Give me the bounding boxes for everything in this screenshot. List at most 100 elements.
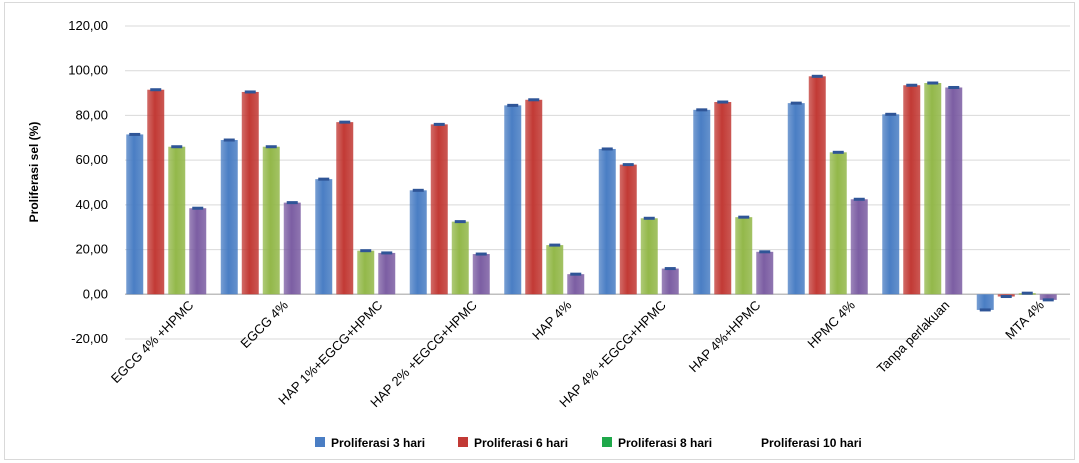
error-bar (129, 132, 141, 136)
x-tick-label: MTA 4% (1002, 297, 1047, 342)
bar (147, 89, 165, 295)
error-bar (906, 83, 918, 87)
y-tick-label: 60,00 (75, 152, 108, 167)
error-bar (381, 251, 393, 255)
y-tick-label: 100,00 (68, 63, 108, 78)
y-tick-label: -20,00 (71, 331, 108, 346)
bar (262, 146, 280, 295)
error-bar (696, 108, 708, 112)
bar (829, 152, 847, 295)
error-bar (339, 120, 351, 124)
legend-swatch (602, 437, 612, 447)
error-bar (454, 220, 466, 224)
error-bar (475, 252, 487, 256)
legend-swatch (315, 437, 325, 447)
x-tick-label: HPMC 4% (804, 297, 858, 351)
y-tick-label: 120,00 (68, 18, 108, 33)
bar (357, 250, 375, 295)
error-bar (1021, 291, 1033, 295)
y-tick-label: 20,00 (75, 242, 108, 257)
bar (598, 148, 616, 295)
x-tick-label: HAP 1%+EGCG+HPMC (275, 298, 385, 408)
x-tick-label: HAP 4%+HPMC (686, 298, 764, 376)
legend-swatch (745, 437, 755, 447)
error-bar (643, 216, 655, 220)
bar (472, 254, 490, 295)
bar (619, 164, 637, 295)
y-tick-label: 40,00 (75, 197, 108, 212)
x-tick-label: HAP 2% +EGCG+HPMC (367, 298, 480, 411)
bar (336, 122, 354, 295)
bar (693, 109, 711, 295)
y-tick-label: 0,00 (83, 286, 108, 301)
error-bar (433, 122, 445, 126)
y-axis-label: Proliferasi sel (%) (27, 122, 41, 223)
bar (945, 87, 963, 295)
bar (283, 202, 301, 295)
x-tick-label: EGCG 4% +HPMC (108, 298, 197, 387)
bar (241, 91, 259, 295)
bar (567, 274, 585, 295)
bar (808, 76, 826, 295)
bar (168, 146, 186, 295)
bar (315, 179, 333, 295)
legend-label: Proliferasi 3 hari (331, 436, 425, 450)
error-bar (412, 188, 424, 192)
error-bar (601, 147, 613, 151)
error-bar (1042, 298, 1054, 302)
bar (504, 105, 522, 295)
error-bar (318, 177, 330, 181)
error-bar (1000, 295, 1012, 299)
bar (661, 268, 679, 295)
bar (126, 134, 144, 295)
error-bar (790, 101, 802, 105)
bar (756, 251, 774, 295)
error-bar (244, 90, 256, 94)
bar (850, 199, 868, 295)
error-bar (360, 249, 372, 253)
error-bar (570, 272, 582, 276)
error-bar (265, 145, 277, 149)
bar (546, 245, 564, 295)
bar (735, 217, 753, 295)
error-bar (927, 81, 939, 85)
error-bar (664, 267, 676, 271)
x-tick-label: HAP 4% +EGCG+HPMC (556, 298, 669, 411)
error-bar (223, 138, 235, 142)
bar (640, 218, 658, 295)
bar (882, 114, 900, 295)
bar (409, 190, 427, 295)
legend-label: Proliferasi 6 hari (474, 436, 568, 450)
bar (430, 124, 448, 295)
bar (525, 99, 543, 295)
bar (714, 102, 732, 295)
error-bar (192, 206, 204, 210)
bar (924, 83, 942, 295)
x-tick-label: HAP 4% (529, 297, 574, 342)
bar (976, 294, 994, 310)
bar (220, 140, 238, 295)
error-bar (948, 85, 960, 89)
bar (903, 85, 921, 295)
error-bar (832, 150, 844, 154)
bar (1039, 294, 1057, 300)
legend-label: Proliferasi 8 hari (618, 436, 712, 450)
error-bar (507, 103, 519, 107)
error-bar (979, 308, 991, 312)
x-tick-label: EGCG 4% (237, 297, 291, 351)
error-bar (811, 74, 823, 78)
x-tick-label: Tanpa perlakuan (874, 298, 953, 377)
error-bar (885, 112, 897, 116)
error-bar (717, 100, 729, 104)
error-bar (150, 88, 162, 92)
y-tick-label: 80,00 (75, 107, 108, 122)
error-bar (286, 201, 298, 205)
error-bar (738, 215, 750, 219)
bar (378, 252, 396, 295)
bar (451, 221, 469, 295)
legend-swatch (458, 437, 468, 447)
error-bar (528, 98, 540, 102)
error-bar (549, 243, 561, 247)
error-bar (171, 145, 183, 149)
